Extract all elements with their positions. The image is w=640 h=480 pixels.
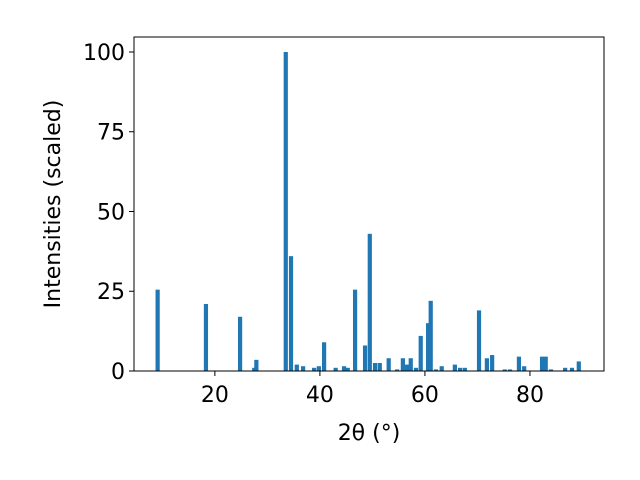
bar <box>283 51 288 371</box>
bar <box>569 367 575 371</box>
y-axis-label: Intensities (scaled) <box>41 100 66 309</box>
bar <box>458 367 463 371</box>
bar <box>367 233 372 371</box>
bar <box>362 345 368 371</box>
bar <box>539 356 545 371</box>
y-tick-label: 0 <box>111 360 125 385</box>
y-tick-label: 25 <box>97 280 125 305</box>
bar <box>341 366 347 371</box>
bar <box>372 363 378 371</box>
plot-frame <box>133 36 605 372</box>
x-tick-label: 60 <box>411 383 439 408</box>
bar <box>345 367 350 371</box>
bar <box>433 369 439 371</box>
bar <box>404 364 410 371</box>
x-axis-label: 2θ (°) <box>338 421 401 446</box>
bar <box>400 358 405 371</box>
bar <box>333 367 338 371</box>
bar <box>522 366 527 371</box>
bar <box>155 289 160 371</box>
x-tick-label: 20 <box>201 383 229 408</box>
bar <box>439 366 444 371</box>
bar <box>352 289 358 371</box>
y-tick-label: 75 <box>97 121 125 146</box>
y-tick-label: 50 <box>97 200 125 225</box>
bar <box>548 369 554 371</box>
bar <box>254 359 259 371</box>
bar <box>408 358 413 371</box>
bar <box>490 355 495 371</box>
bar <box>203 304 209 371</box>
x-tick-label: 80 <box>516 383 544 408</box>
x-tick-label: 40 <box>306 383 334 408</box>
bar <box>452 364 457 371</box>
bar <box>462 367 467 371</box>
bar <box>425 323 431 371</box>
bar <box>394 369 400 371</box>
bar <box>502 369 507 371</box>
bar <box>507 369 513 371</box>
bar <box>300 366 306 371</box>
bar <box>418 335 423 371</box>
y-tick-label: 100 <box>83 41 125 66</box>
bar <box>576 361 581 371</box>
bar <box>322 342 327 371</box>
bar <box>476 310 482 371</box>
bar <box>516 356 522 371</box>
bar <box>413 367 419 371</box>
bar <box>237 316 243 371</box>
bar <box>377 363 382 371</box>
bar <box>386 358 391 371</box>
bar <box>316 366 321 371</box>
bar <box>288 256 294 371</box>
bar <box>484 358 489 371</box>
bar <box>563 367 568 371</box>
bar <box>294 364 299 371</box>
bar <box>312 367 317 371</box>
bar <box>543 356 548 371</box>
bar <box>428 300 433 371</box>
